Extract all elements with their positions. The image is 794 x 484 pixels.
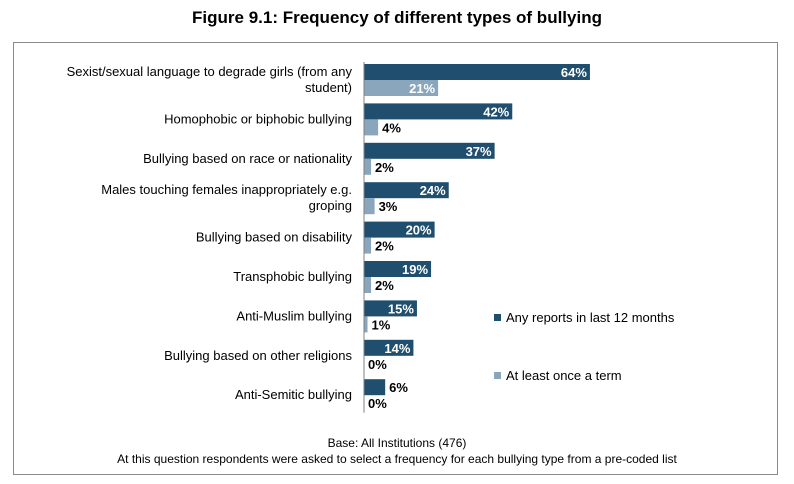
data-label: 1%: [372, 317, 391, 332]
bar-any-reports: [364, 142, 495, 159]
category-label: Anti-Semitic bullying: [235, 387, 352, 402]
category-label: Males touching females inappropriately e…: [101, 182, 352, 197]
category-label: groping: [309, 198, 352, 213]
legend-label-once-a-term: At least once a term: [506, 368, 622, 383]
data-label: 21%: [409, 81, 435, 96]
data-label: 14%: [384, 341, 410, 356]
bar-any-reports: [364, 261, 432, 277]
bar-once-a-term: [364, 80, 439, 96]
chart-title: Figure 9.1: Frequency of different types…: [192, 8, 602, 27]
data-label: 2%: [375, 239, 394, 254]
data-label: 37%: [466, 144, 492, 159]
bar-any-reports: [364, 379, 386, 396]
category-label: Bullying based on other religions: [164, 348, 352, 363]
chart-frame: [13, 42, 778, 475]
category-label: Bullying based on disability: [196, 230, 353, 245]
data-label: 64%: [561, 65, 587, 80]
bar-any-reports: [364, 182, 449, 199]
data-label: 0%: [368, 396, 387, 411]
legend-swatch-once-a-term: [494, 372, 501, 379]
bar-once-a-term: [364, 198, 375, 215]
bar-any-reports: [364, 300, 417, 317]
legend-swatch-any-reports: [494, 314, 501, 321]
base-note: Base: All Institutions (476): [327, 436, 467, 450]
bar-any-reports: [364, 64, 590, 80]
data-label: 15%: [388, 301, 414, 316]
bar-once-a-term: [364, 237, 372, 254]
category-label: student): [305, 80, 352, 95]
bar-any-reports: [364, 339, 414, 356]
legend-label-any-reports: Any reports in last 12 months: [506, 310, 675, 325]
category-label: Sexist/sexual language to degrade girls …: [67, 64, 353, 79]
data-label: 42%: [483, 104, 509, 119]
bar-once-a-term: [364, 158, 372, 175]
category-label: Homophobic or biphobic bullying: [164, 111, 352, 126]
data-label: 3%: [379, 199, 398, 214]
data-label: 6%: [389, 380, 408, 395]
data-label: 0%: [368, 357, 387, 372]
data-label: 24%: [420, 183, 446, 198]
bar-once-a-term: [364, 119, 379, 136]
question-note: At this question respondents were asked …: [117, 452, 677, 466]
category-label: Anti-Muslim bullying: [236, 308, 352, 323]
data-label: 2%: [375, 160, 394, 175]
bar-once-a-term: [364, 316, 368, 333]
bar-any-reports: [364, 221, 435, 238]
data-label: 20%: [406, 223, 432, 238]
bar-once-a-term: [364, 277, 372, 293]
category-label: Bullying based on race or nationality: [143, 151, 352, 166]
bar-any-reports: [364, 103, 513, 120]
data-label: 19%: [402, 262, 428, 277]
data-label: 2%: [375, 278, 394, 293]
data-label: 4%: [382, 120, 401, 135]
category-label: Transphobic bullying: [233, 269, 352, 284]
